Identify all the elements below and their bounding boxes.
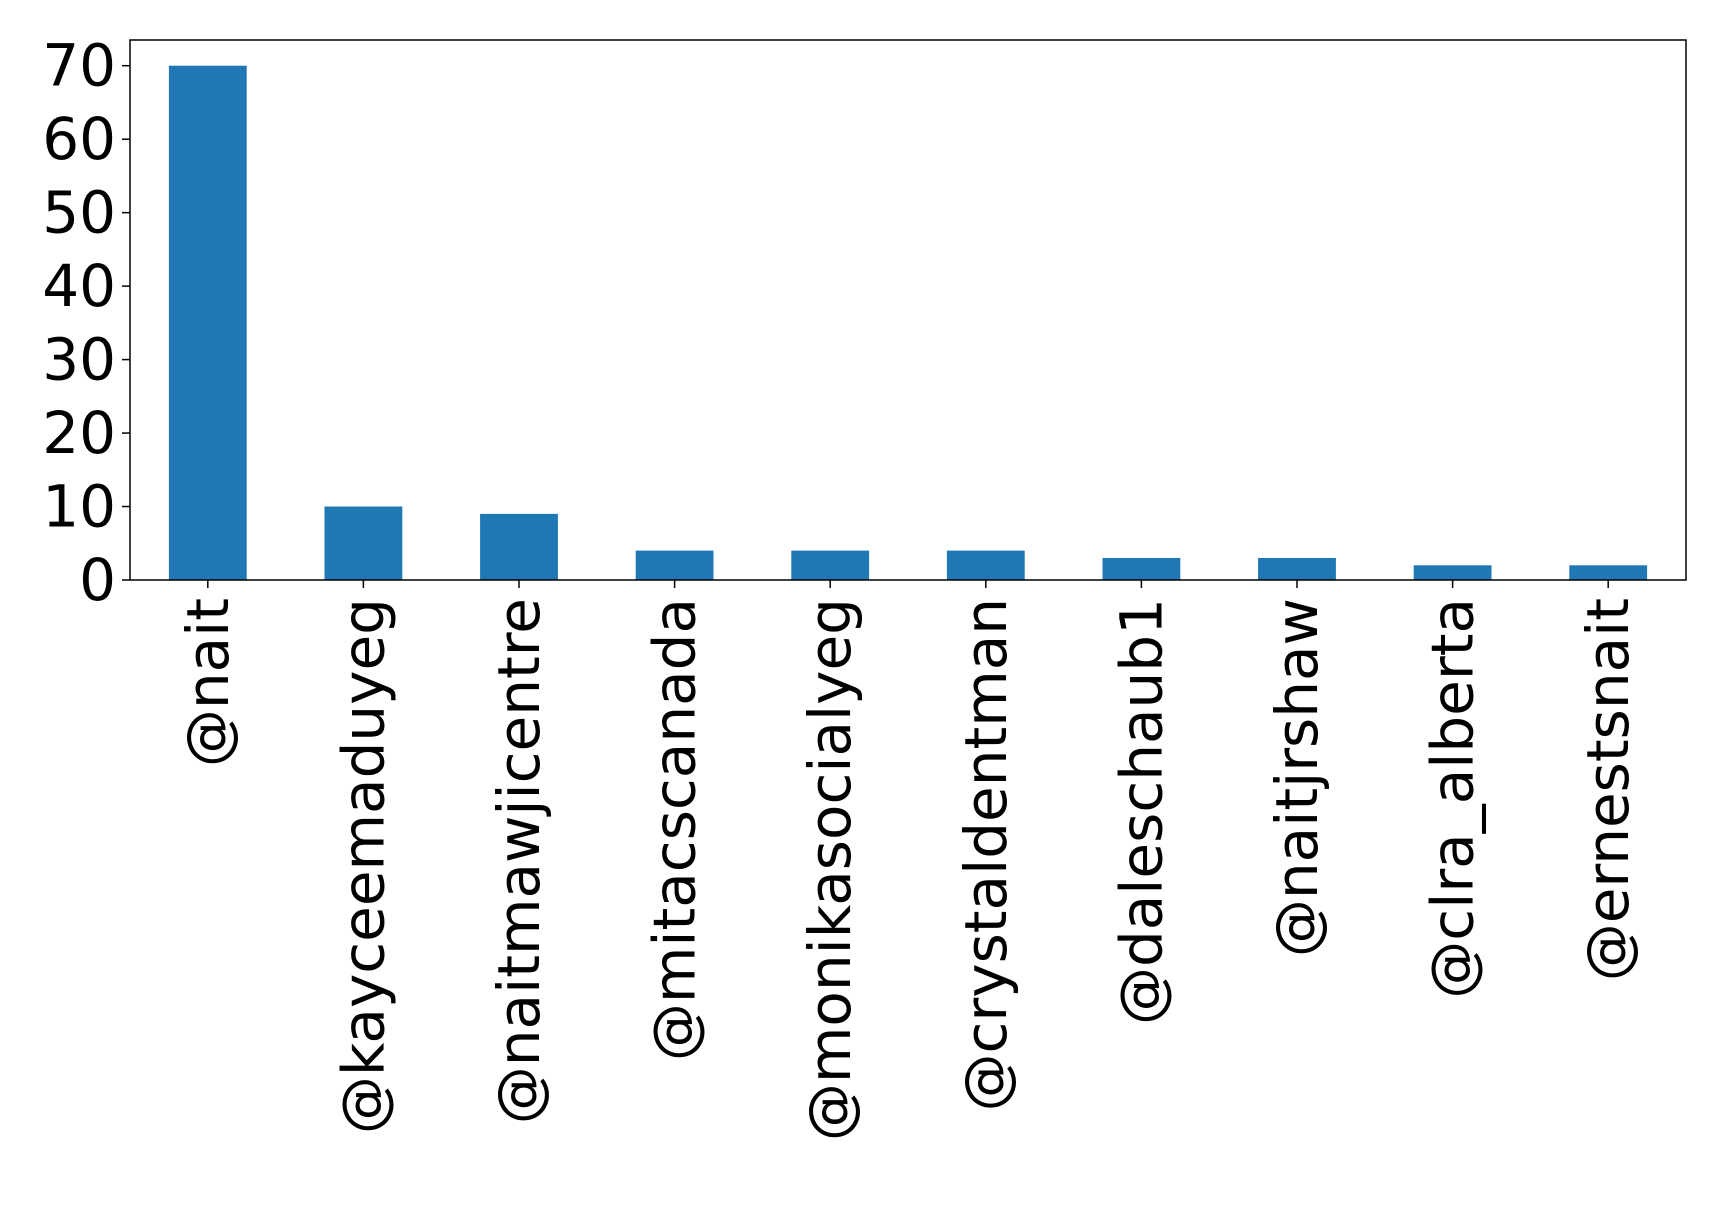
x-tick-label: @kayceemaduyeg bbox=[329, 598, 397, 1134]
x-tick-label: @crystaldentman bbox=[952, 598, 1020, 1111]
x-tick-label: @mitacscanada bbox=[641, 598, 709, 1061]
y-tick-label: 60 bbox=[42, 105, 116, 173]
bar-ernestsnait bbox=[1569, 565, 1648, 580]
y-tick-label: 30 bbox=[42, 326, 116, 394]
y-tick-label: 50 bbox=[42, 179, 116, 247]
bar-kayceemaduyeg bbox=[324, 506, 403, 580]
x-tick-label: @ernestsnait bbox=[1574, 598, 1642, 981]
bar-monikasocialyeg bbox=[791, 550, 870, 580]
bar-naitjrshaw bbox=[1258, 557, 1336, 580]
y-tick-label: 10 bbox=[42, 473, 116, 541]
x-tick-label: @monikasocialyeg bbox=[796, 598, 864, 1141]
bar-crystaldentman bbox=[946, 550, 1025, 580]
x-tick-label: @daleschaub1 bbox=[1107, 598, 1175, 1025]
bar-naitmawjicentre bbox=[480, 513, 558, 580]
bar-daleschaub1 bbox=[1102, 557, 1181, 580]
x-axis-ticks: @nait @kayceemaduyeg @naitmawjicentre @mita… bbox=[174, 580, 1642, 1141]
y-tick-label: 40 bbox=[42, 252, 116, 320]
bar-mitacscanada bbox=[635, 550, 714, 580]
x-tick-label: @clra_alberta bbox=[1419, 598, 1487, 999]
x-tick-label: @naitjrshaw bbox=[1263, 598, 1331, 957]
bar-clra-alberta bbox=[1413, 565, 1492, 580]
y-tick-label: 70 bbox=[42, 32, 116, 100]
plot-frame bbox=[129, 39, 1687, 581]
x-tick-label: @naitmawjicentre bbox=[485, 598, 553, 1124]
x-tick-label: @nait bbox=[174, 598, 242, 767]
bars-group bbox=[168, 65, 1648, 580]
y-tick-label: 0 bbox=[79, 546, 116, 614]
bar-nait bbox=[168, 65, 247, 580]
y-tick-label: 20 bbox=[42, 399, 116, 467]
